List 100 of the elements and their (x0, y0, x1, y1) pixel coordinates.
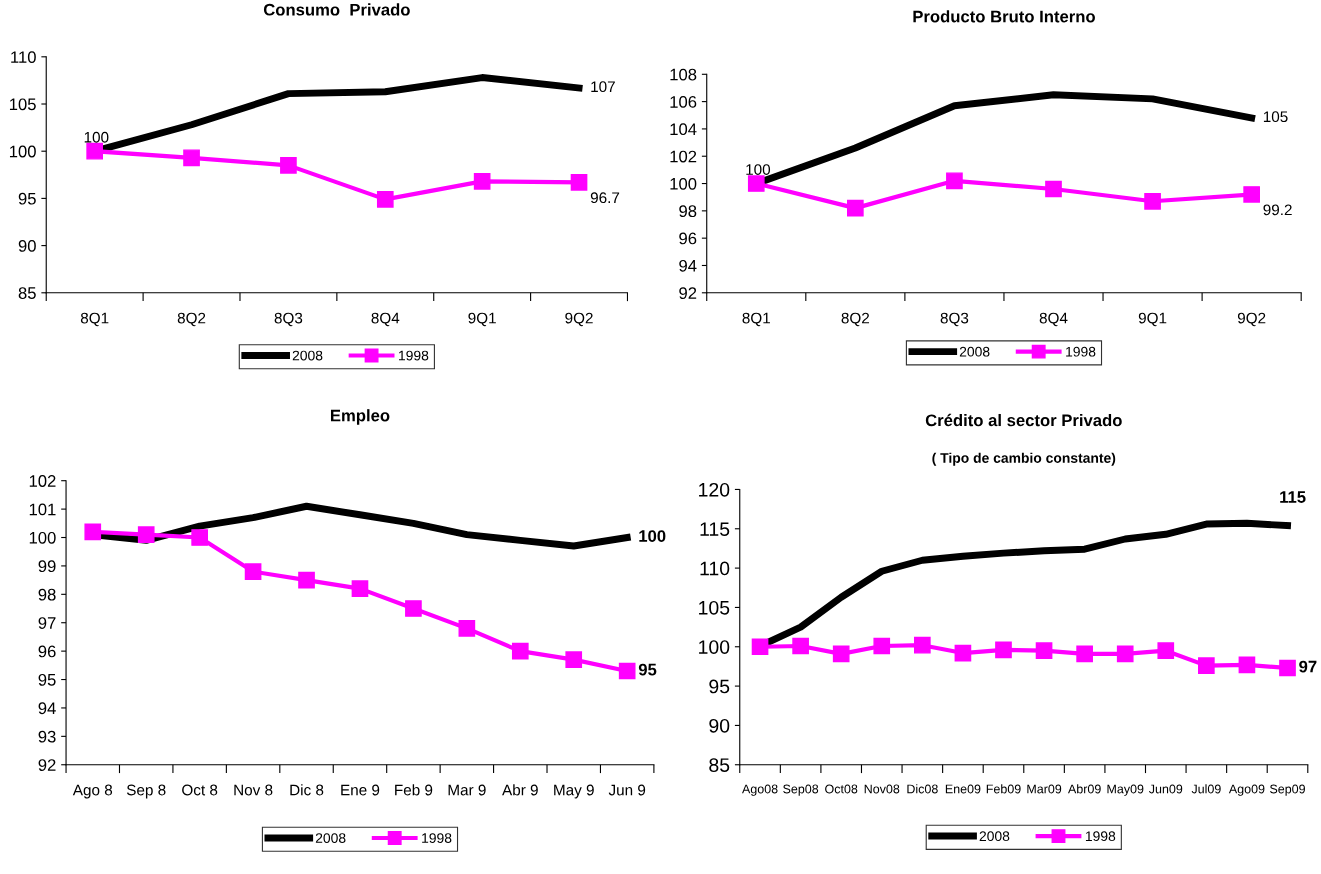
chart-subtitle: ( Tipo de cambio constante) (932, 452, 1116, 466)
point (458, 620, 476, 637)
x-tick-label: Jun 9 (608, 784, 646, 796)
point (298, 571, 315, 589)
legend-label: 2008 (315, 833, 346, 843)
point (244, 563, 262, 580)
x-tick-label: 9Q1 (1138, 312, 1167, 327)
point (792, 637, 809, 655)
x-tick-label: Ene 9 (341, 784, 380, 796)
point (376, 191, 394, 208)
y-tick-label: 100 (9, 145, 36, 158)
y-tick-label: 95 (709, 679, 730, 694)
x-tick-label: Dic 8 (290, 784, 324, 796)
x-tick-label: Feb09 (986, 784, 1021, 794)
y-tick-label: 97 (38, 617, 56, 629)
point (86, 142, 104, 160)
x-tick-label: Sep08 (783, 784, 819, 796)
y-tick-label: 100 (29, 531, 56, 544)
y-tick-label: 100 (670, 177, 697, 190)
y-tick-label: 105 (699, 600, 730, 615)
chart-title: Producto Bruto Interno (913, 10, 1095, 23)
x-tick-label: Mar 9 (448, 784, 486, 796)
y-tick-label: 95 (38, 673, 56, 686)
point (565, 651, 583, 668)
x-tick-label: 8Q3 (274, 312, 303, 327)
y-tick-label: 90 (18, 240, 36, 252)
x-tick-label: Ago09 (1228, 784, 1265, 796)
x-tick-label: 9Q2 (1237, 312, 1266, 327)
point (351, 580, 369, 597)
x-tick-label: Abr 9 (502, 784, 538, 796)
legend-label: 1998 (422, 833, 452, 843)
point (191, 529, 208, 546)
x-tick-label: 8Q4 (371, 312, 400, 327)
y-tick-label: 98 (38, 588, 56, 601)
point (1116, 645, 1134, 663)
x-tick-label: Ago08 (742, 784, 778, 796)
data-label: 100 (84, 131, 109, 143)
point (847, 199, 864, 217)
y-tick-label: 98 (679, 205, 697, 218)
x-tick-label: 8Q2 (841, 312, 870, 327)
x-tick-label: Oct08 (825, 784, 858, 794)
x-tick-label: 8Q2 (177, 312, 206, 327)
y-tick-label: 110 (11, 51, 36, 64)
point (570, 174, 588, 191)
point (873, 637, 891, 655)
point (405, 600, 422, 617)
y-tick-label: 95 (18, 192, 36, 205)
point (832, 645, 850, 663)
point (473, 173, 491, 190)
y-tick-label: 106 (670, 96, 697, 108)
y-tick-label: 94 (38, 702, 56, 715)
chart-title: Crédito al sector Privado (925, 413, 1122, 427)
x-tick-label: Abr09 (1067, 784, 1101, 794)
y-tick-label: 108 (670, 68, 697, 81)
data-label: 99.2 (1263, 204, 1292, 216)
x-tick-label: 9Q1 (468, 312, 496, 327)
x-tick-label: Jun09 (1148, 784, 1183, 794)
point (618, 662, 636, 680)
y-tick-label: 120 (699, 482, 730, 497)
legend-label: 1998 (399, 350, 429, 361)
y-tick-label: 92 (679, 287, 697, 299)
x-tick-label: Mar09 (1027, 784, 1062, 794)
y-tick-label: 85 (18, 287, 36, 299)
point (1144, 192, 1161, 210)
point (183, 149, 200, 167)
y-tick-label: 104 (670, 123, 697, 136)
legend-label: 2008 (979, 831, 1010, 842)
y-tick-label: 100 (699, 640, 730, 654)
x-tick-label: Jul09 (1191, 784, 1221, 794)
x-tick-label: 8Q3 (940, 312, 969, 327)
data-label: 115 (1280, 491, 1306, 503)
point (1243, 186, 1260, 203)
y-tick-label: 115 (700, 522, 730, 537)
y-tick-label: 102 (670, 150, 697, 163)
y-tick-label: 93 (38, 730, 56, 743)
point (946, 172, 963, 190)
y-tick-label: 110 (700, 561, 730, 576)
y-tick-label: 96 (679, 232, 697, 245)
y-tick-label: 92 (38, 759, 56, 771)
data-label: 105 (1263, 111, 1288, 123)
y-tick-label: 85 (709, 758, 730, 772)
y-tick-label: 105 (9, 98, 36, 111)
point (1045, 180, 1062, 198)
x-tick-label: 8Q1 (80, 312, 109, 327)
point (511, 642, 529, 660)
legend-label: 1998 (1085, 831, 1116, 842)
data-label: 96.7 (590, 192, 620, 204)
y-tick-label: 94 (679, 259, 697, 272)
x-tick-label: 9Q2 (565, 312, 593, 327)
point (84, 523, 102, 541)
legend-label: 1998 (1066, 346, 1096, 357)
data-label: 100 (746, 164, 771, 175)
y-tick-label: 96 (38, 645, 56, 658)
data-label: 97 (1299, 660, 1317, 673)
point (747, 175, 765, 192)
x-tick-label: Nov 8 (234, 784, 273, 796)
x-tick-label: Sep09 (1270, 784, 1305, 796)
point (995, 641, 1012, 659)
x-tick-label: Nov08 (864, 784, 900, 794)
data-label: 95 (638, 663, 657, 676)
